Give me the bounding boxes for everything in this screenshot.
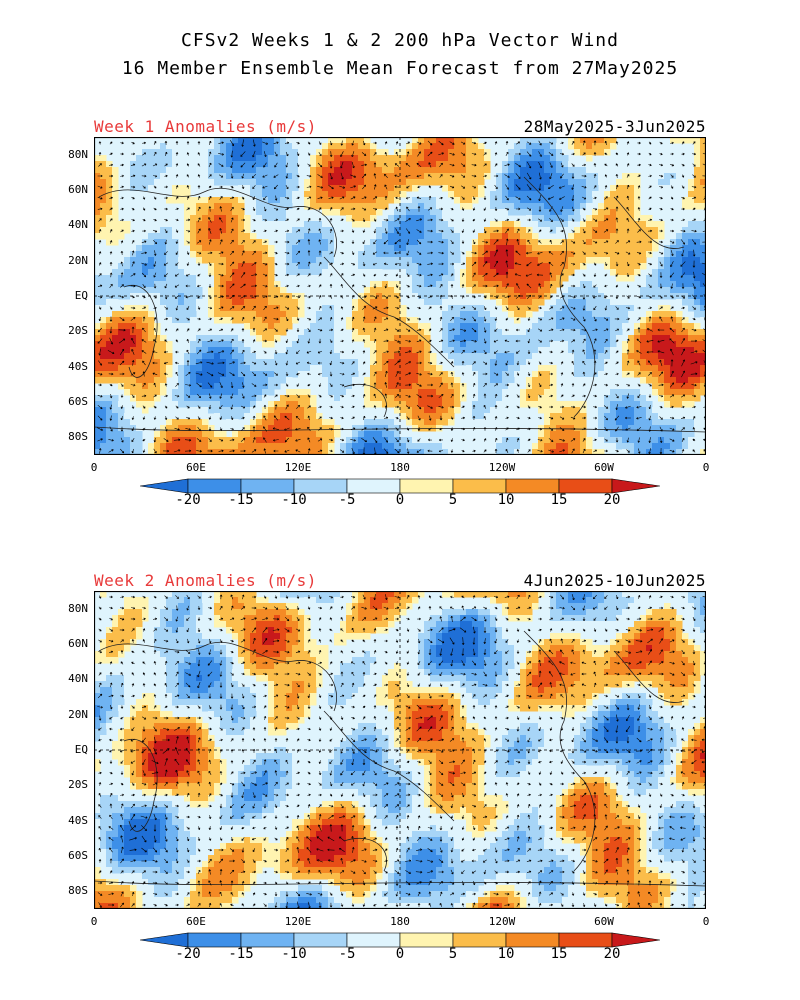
lat-tick-label: EQ	[74, 743, 88, 756]
colorbar-tick-label: 0	[395, 946, 405, 962]
colorbar-tick-label: -5	[338, 946, 356, 962]
lat-tick-label: 80N	[68, 601, 88, 615]
lon-tick-label: 60W	[594, 461, 614, 474]
colorbar-tick-label: -20	[175, 946, 201, 962]
colorbar-tick-label: 0	[395, 492, 405, 508]
lat-tick-label: 40S	[68, 813, 88, 827]
colorbar-tick-label: 10	[497, 492, 515, 508]
colorbar-tick-label: -5	[338, 492, 356, 508]
week-2-colorbar	[140, 932, 660, 948]
lat-tick-label: 20S	[68, 324, 88, 338]
lon-tick-label: 180	[390, 461, 410, 474]
lat-tick-label: 80S	[68, 430, 88, 444]
lon-tick-label: 0	[702, 915, 710, 928]
colorbar-tick-label: -10	[281, 492, 307, 508]
lon-tick-label: 120E	[284, 915, 312, 928]
colorbar-tick-label: -10	[281, 946, 307, 962]
lat-tick-label: 80S	[68, 884, 88, 898]
week-1-map	[94, 137, 706, 455]
week-2-label: Week 2 Anomalies (m/s)	[94, 571, 317, 590]
lat-tick-label: 40N	[68, 672, 88, 686]
lat-tick-label: 40S	[68, 359, 88, 373]
colorbar-tick-label: 20	[603, 946, 621, 962]
colorbar-tick-label: 20	[603, 492, 621, 508]
colorbar-tick-label: 10	[497, 946, 515, 962]
week-2-panel: Week 2 Anomalies (m/s) 4Jun2025-10Jun202…	[0, 0, 800, 962]
lat-tick-label: 60N	[68, 637, 88, 650]
lat-tick-label: 60S	[68, 849, 88, 862]
lon-tick-label: 0	[90, 461, 98, 474]
lat-tick-label: 40N	[68, 218, 88, 232]
title-line-2: 16 Member Ensemble Mean Forecast from 27…	[121, 58, 679, 79]
lon-tick-label: 60E	[186, 461, 206, 474]
lon-tick-label: 0	[702, 461, 710, 474]
week-1-label: Week 1 Anomalies (m/s)	[94, 117, 317, 136]
lon-tick-label: 0	[90, 915, 98, 928]
lon-tick-label: 120E	[284, 461, 312, 474]
colorbar-tick-label: 15	[550, 946, 568, 962]
lon-tick-label: 180	[390, 915, 410, 928]
colorbar-tick-label: 15	[550, 492, 568, 508]
week-1-panel: Week 1 Anomalies (m/s) 28May2025-3Jun202…	[0, 0, 800, 508]
lon-tick-label: 60W	[594, 915, 614, 928]
week-1-colorbar	[140, 478, 660, 494]
lat-tick-label: 60N	[68, 183, 88, 196]
lon-tick-label: 120W	[488, 461, 516, 474]
colorbar-tick-label: -20	[175, 492, 201, 508]
week-2-map	[94, 591, 706, 909]
lon-tick-label: 120W	[488, 915, 516, 928]
week-1-date-range: 28May2025-3Jun2025	[523, 117, 706, 136]
colorbar-tick-label: 5	[448, 946, 458, 962]
title-line-1: CFSv2 Weeks 1 & 2 200 hPa Vector Wind	[181, 30, 619, 51]
lat-tick-label: 60S	[68, 395, 88, 408]
lat-tick-label: 80N	[68, 147, 88, 161]
colorbar-tick-label: -15	[228, 492, 254, 508]
lat-tick-label: 20N	[68, 707, 88, 721]
lat-tick-label: 20N	[68, 253, 88, 267]
lat-tick-label: EQ	[74, 289, 88, 302]
lon-tick-label: 60E	[186, 915, 206, 928]
lat-tick-label: 20S	[68, 778, 88, 792]
week-2-date-range: 4Jun2025-10Jun2025	[523, 571, 706, 590]
colorbar-tick-label: -15	[228, 946, 254, 962]
colorbar-tick-label: 5	[448, 492, 458, 508]
